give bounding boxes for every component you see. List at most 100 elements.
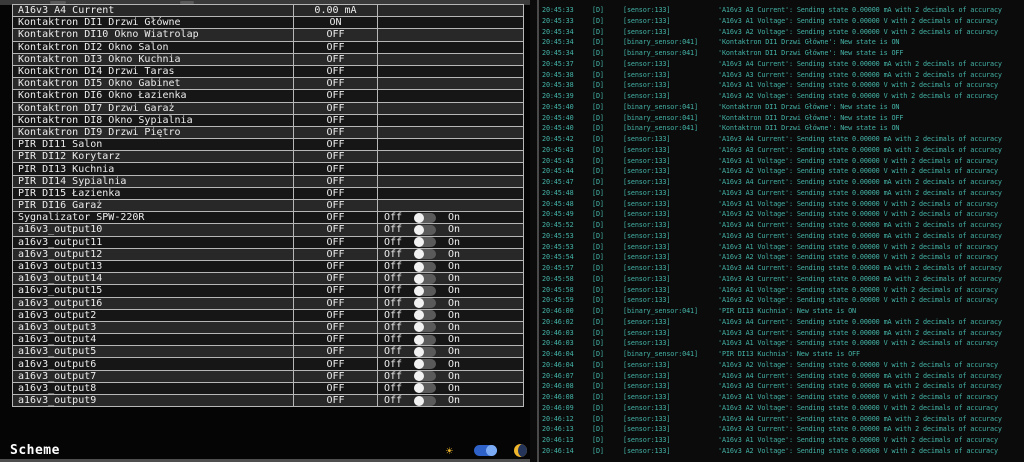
toggle-on-label: On [448, 285, 461, 297]
entity-toggle[interactable] [414, 224, 436, 235]
entity-toggle[interactable] [414, 212, 436, 223]
entity-toggle[interactable] [414, 359, 436, 370]
log-level: [D] [592, 188, 604, 197]
entity-toggle[interactable] [414, 322, 436, 333]
entity-toggle[interactable] [414, 285, 436, 296]
log-level: [D] [592, 16, 604, 25]
entity-toggle[interactable] [414, 334, 436, 345]
scheme-toggle-knob[interactable] [486, 445, 497, 456]
log-level: [D] [592, 414, 604, 423]
log-message: 'A16v3 A2 Voltage': Sending state 0.0000… [718, 92, 998, 100]
log-entry: 20:46:00 [D] [binary_sensor:041] 'PIR DI13 … [530, 306, 1024, 317]
scheme-toggle[interactable] [474, 445, 497, 456]
entity-toggle-knob[interactable] [414, 212, 424, 223]
log-time: 20:45:54 [542, 253, 574, 262]
entity-name: a16v3_output14 [12, 272, 294, 286]
toggle-off-label: Off [384, 212, 403, 224]
entity-toggle-knob[interactable] [414, 310, 424, 321]
entity-toggle[interactable] [414, 346, 436, 357]
entity-toggle[interactable] [414, 237, 436, 248]
log-time: 20:45:52 [542, 221, 574, 229]
log-tag: [sensor:133] [623, 264, 671, 272]
toggle-off-label: Off [384, 285, 403, 297]
log-level: [D] [592, 92, 604, 100]
log-tag: [sensor:133] [623, 188, 671, 197]
entity-toggle-knob[interactable] [414, 298, 424, 309]
log-time: 20:45:43 [542, 156, 574, 165]
entity-row: PIR DI14 Sypialnia OFF [12, 174, 524, 188]
log-tag: [binary_sensor:041] [623, 49, 698, 57]
entity-row: a16v3_output10 OFF Off On [12, 223, 524, 237]
entity-name: a16v3_output9 [12, 393, 294, 408]
log-message: 'A16v3 A2 Voltage': Sending state 0.0000… [718, 296, 998, 305]
log-time: 20:45:58 [542, 285, 574, 294]
entity-state: OFF [293, 235, 378, 249]
log-message: 'A16v3 A2 Voltage': Sending state 0.0000… [718, 360, 998, 369]
log-level: [D] [592, 70, 604, 79]
log-entry: 20:45:48 [D] [sensor:133] 'A16v3 A3 Current… [530, 188, 1024, 199]
toggle-off-label: Off [384, 248, 403, 260]
entity-action-cell: Off On [377, 308, 524, 322]
log-panel[interactable]: 20:45:33 [D] [sensor:133] 'A16v3 A3 Current… [530, 0, 1024, 462]
entity-toggle-knob[interactable] [414, 224, 424, 235]
entity-toggle-knob[interactable] [414, 249, 424, 260]
entity-toggle[interactable] [414, 371, 436, 382]
entity-switch: Off On [384, 298, 523, 309]
log-entry: 20:46:02 [D] [sensor:133] 'A16v3 A4 Current… [530, 317, 1024, 328]
entity-state: OFF [293, 89, 378, 103]
entity-toggle[interactable] [414, 249, 436, 260]
entity-name: PIR DI14 Sypialnia [12, 174, 294, 188]
entity-toggle-knob[interactable] [414, 395, 424, 406]
entity-toggle-knob[interactable] [414, 383, 424, 394]
entity-row: Sygnalizator SPW-220R OFF Off On [12, 211, 524, 225]
entity-name: a16v3_output4 [12, 333, 294, 347]
entity-row: a16v3_output8 OFF Off On [12, 381, 524, 396]
entity-toggle-knob[interactable] [414, 322, 424, 333]
entity-state: OFF [293, 113, 378, 127]
log-message: 'PIR DI13 Kuchnia': New state is ON [718, 307, 856, 315]
log-message: 'A16v3 A1 Voltage': Sending state 0.0000… [718, 16, 998, 25]
entity-toggle[interactable] [414, 273, 436, 284]
log-tag: [sensor:133] [623, 285, 671, 294]
log-time: 20:46:14 [542, 446, 574, 455]
log-level: [D] [592, 156, 604, 165]
entity-toggle-knob[interactable] [414, 371, 424, 382]
log-level: [D] [592, 113, 604, 122]
entity-toggle-knob[interactable] [414, 334, 424, 345]
log-time: 20:45:44 [542, 167, 574, 176]
log-entry: 20:45:44 [D] [sensor:133] 'A16v3 A2 Voltage… [530, 166, 1024, 177]
log-entry: 20:45:37 [D] [sensor:133] 'A16v3 A4 Current… [530, 59, 1024, 70]
entity-toggle[interactable] [414, 395, 436, 406]
log-tag: [sensor:133] [623, 27, 671, 36]
log-time: 20:46:04 [542, 350, 574, 358]
entity-toggle[interactable] [414, 383, 436, 394]
entity-toggle[interactable] [414, 310, 436, 321]
entity-name: a16v3_output2 [12, 308, 294, 322]
log-message: 'A16v3 A4 Current': Sending state 0.0000… [718, 371, 1002, 380]
entity-toggle-knob[interactable] [414, 261, 424, 272]
entity-state: OFF [293, 320, 378, 335]
entity-name: a16v3_output12 [12, 247, 294, 261]
entity-toggle-knob[interactable] [414, 285, 424, 296]
entity-toggle[interactable] [414, 298, 436, 309]
entity-state: OFF [293, 223, 378, 237]
entity-state: OFF [293, 77, 378, 91]
entity-row: Kontaktron DI2 Okno Salon OFF [12, 40, 524, 54]
entity-action-cell [377, 125, 524, 140]
entity-toggle-knob[interactable] [414, 359, 424, 370]
toggle-on-label: On [448, 261, 461, 273]
entity-row: Kontaktron DI6 Okno Łazienka OFF [12, 89, 524, 103]
entity-switch: Off On [384, 359, 523, 370]
entity-toggle[interactable] [414, 261, 436, 272]
entity-action-cell [377, 138, 524, 152]
log-level: [D] [592, 59, 604, 68]
entity-toggle-knob[interactable] [414, 273, 424, 284]
log-scrollbar[interactable] [537, 0, 539, 462]
entity-toggle-knob[interactable] [414, 346, 424, 357]
entity-name: Kontaktron DI4 Drzwi Taras [12, 64, 294, 79]
entity-toggle-knob[interactable] [414, 237, 424, 248]
entity-name: a16v3_output5 [12, 345, 294, 359]
log-level: [D] [592, 274, 604, 283]
log-entry: 20:46:04 [D] [binary_sensor:041] 'PIR DI13 … [530, 349, 1024, 360]
entity-action-cell [377, 3, 524, 18]
